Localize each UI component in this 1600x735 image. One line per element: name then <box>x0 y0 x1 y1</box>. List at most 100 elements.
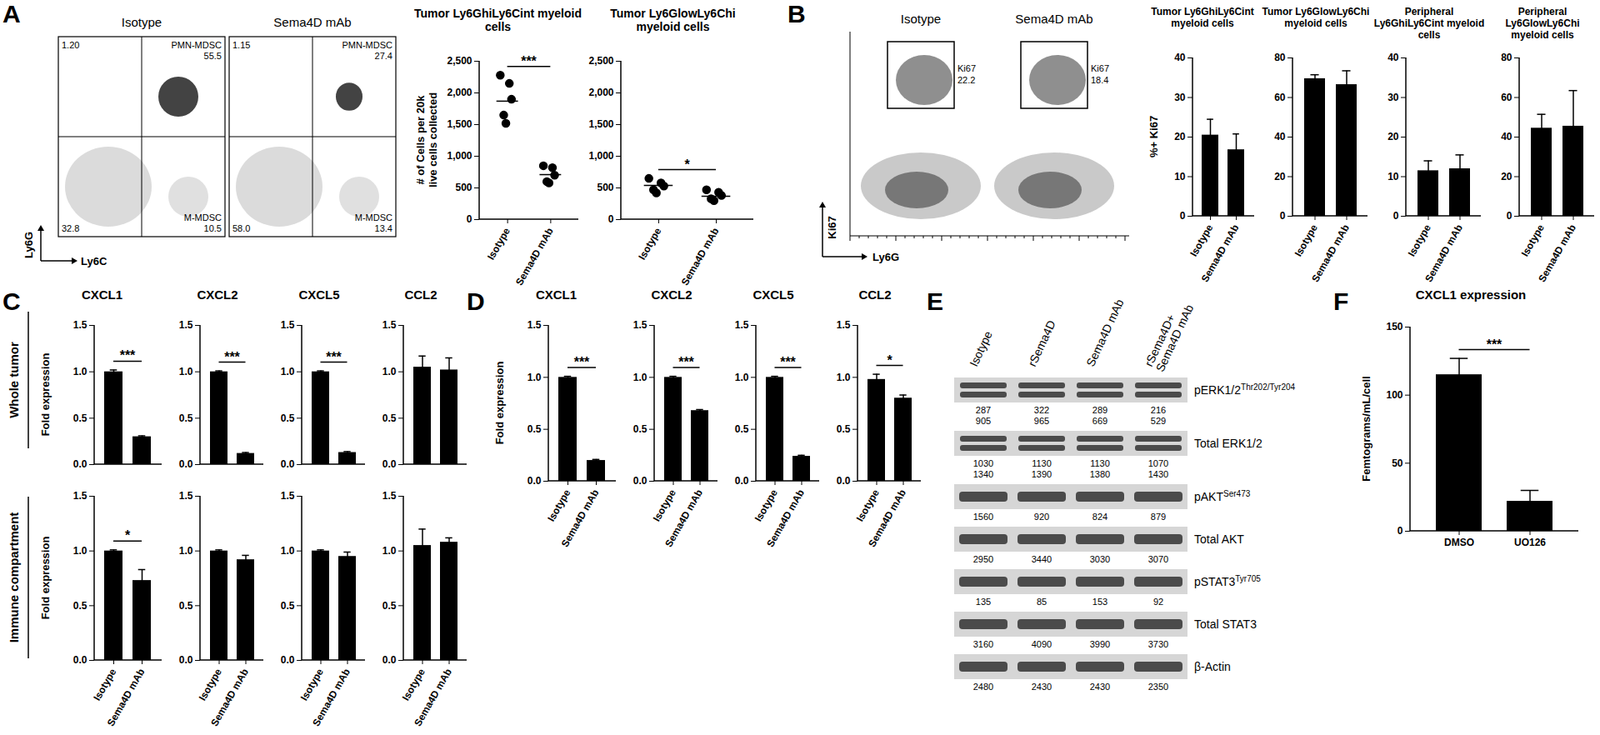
svg-text:1.0: 1.0 <box>735 371 750 384</box>
svg-text:Isotype: Isotype <box>854 487 882 525</box>
svg-text:Isotype: Isotype <box>196 666 225 704</box>
svg-text:1.5: 1.5 <box>179 490 194 502</box>
svg-text:1.15: 1.15 <box>232 40 250 50</box>
svg-text:289: 289 <box>1092 405 1108 415</box>
svg-text:Sema4D mAb: Sema4D mAb <box>513 225 556 288</box>
svg-text:1,500: 1,500 <box>588 118 614 130</box>
svg-text:Total AKT: Total AKT <box>1194 532 1245 546</box>
svg-text:216: 216 <box>1150 405 1166 415</box>
svg-text:Sema4D mAb: Sema4D mAb <box>1422 222 1465 285</box>
svg-text:pERK1/2Thr202/Tyr204: pERK1/2Thr202/Tyr204 <box>1194 382 1296 398</box>
svg-text:Femtograms/mL/cell: Femtograms/mL/cell <box>1360 375 1373 481</box>
svg-text:Isotype: Isotype <box>1519 222 1547 260</box>
svg-text:10: 10 <box>1174 170 1186 183</box>
svg-text:0.0: 0.0 <box>527 475 542 487</box>
svg-text:0: 0 <box>1506 210 1513 222</box>
svg-text:pAKTSer473: pAKTSer473 <box>1194 489 1251 505</box>
svg-text:1070: 1070 <box>1148 458 1169 469</box>
svg-text:# of Cells per 20k: # of Cells per 20k <box>414 95 427 185</box>
svg-text:10.5: 10.5 <box>204 223 222 234</box>
svg-text:1.20: 1.20 <box>61 40 80 50</box>
svg-text:287: 287 <box>975 405 991 415</box>
svg-text:1.0: 1.0 <box>179 545 194 557</box>
svg-text:0.0: 0.0 <box>73 458 88 470</box>
svg-text:1.0: 1.0 <box>280 545 295 557</box>
svg-text:529: 529 <box>1150 415 1166 426</box>
svg-text:PMN-MDSC: PMN-MDSC <box>342 40 394 50</box>
svg-text:***: *** <box>678 355 695 370</box>
svg-text:1.0: 1.0 <box>280 365 295 378</box>
svg-text:pSTAT3Tyr705: pSTAT3Tyr705 <box>1194 574 1261 590</box>
svg-text:Isotype: Isotype <box>966 328 995 369</box>
svg-text:rSema4D: rSema4D <box>1025 318 1058 369</box>
svg-text:30: 30 <box>1174 91 1186 104</box>
svg-text:1340: 1340 <box>973 469 994 480</box>
svg-text:0.5: 0.5 <box>735 423 750 435</box>
svg-text:Sema4D mAb: Sema4D mAb <box>1535 222 1579 285</box>
svg-text:Isotype: Isotype <box>1405 222 1434 260</box>
svg-text:Isotype: Isotype <box>545 487 573 525</box>
svg-text:0.5: 0.5 <box>73 412 88 425</box>
svg-text:1030: 1030 <box>973 458 994 469</box>
svg-text:rSema4D+Sema4D mAb: rSema4D+Sema4D mAb <box>1141 296 1196 374</box>
svg-text:40: 40 <box>1274 130 1286 143</box>
svg-text:2,000: 2,000 <box>588 86 614 99</box>
svg-text:0.0: 0.0 <box>633 475 648 487</box>
svg-text:55.5: 55.5 <box>204 50 222 61</box>
svg-text:500: 500 <box>596 181 614 194</box>
svg-text:Isotype: Isotype <box>650 487 679 525</box>
svg-text:500: 500 <box>455 181 472 194</box>
svg-text:1,000: 1,000 <box>446 150 472 162</box>
svg-text:1.0: 1.0 <box>382 545 397 557</box>
svg-text:3160: 3160 <box>973 639 994 650</box>
svg-text:***: *** <box>325 350 342 365</box>
svg-text:322: 322 <box>1034 405 1050 415</box>
svg-text:Isotype: Isotype <box>90 666 119 704</box>
svg-text:13.4: 13.4 <box>375 223 393 234</box>
svg-text:1,500: 1,500 <box>446 118 472 130</box>
svg-text:920: 920 <box>1034 511 1050 522</box>
svg-text:Whole tumor: Whole tumor <box>6 341 21 419</box>
svg-text:60: 60 <box>1274 91 1286 104</box>
svg-text:Fold expression: Fold expression <box>39 353 52 437</box>
svg-text:0: 0 <box>466 213 473 225</box>
svg-text:3990: 3990 <box>1090 639 1110 650</box>
svg-text:Total ERK1/2: Total ERK1/2 <box>1194 436 1263 450</box>
svg-text:Isotype: Isotype <box>400 666 428 704</box>
svg-text:0.0: 0.0 <box>73 654 88 666</box>
svg-text:22.2: 22.2 <box>957 75 975 85</box>
svg-text:1.5: 1.5 <box>527 319 542 331</box>
svg-text:Sema4D mAb: Sema4D mAb <box>1309 222 1352 285</box>
svg-text:1390: 1390 <box>1031 469 1052 480</box>
svg-text:Isotype: Isotype <box>298 666 326 704</box>
svg-text:58.0: 58.0 <box>232 223 250 234</box>
svg-text:1.5: 1.5 <box>735 319 750 331</box>
svg-text:1130: 1130 <box>1090 458 1110 469</box>
svg-text:4090: 4090 <box>1031 639 1052 650</box>
svg-text:18.4: 18.4 <box>1090 75 1109 85</box>
svg-text:2,500: 2,500 <box>446 55 472 67</box>
svg-text:1.0: 1.0 <box>73 545 88 557</box>
svg-text:905: 905 <box>975 415 991 426</box>
svg-text:2480: 2480 <box>973 681 994 692</box>
svg-text:80: 80 <box>1500 51 1513 64</box>
svg-text:0.0: 0.0 <box>382 458 397 470</box>
svg-text:UO126: UO126 <box>1514 536 1546 549</box>
svg-text:0: 0 <box>608 213 615 225</box>
svg-text:0: 0 <box>1180 210 1186 222</box>
svg-text:Fold expression: Fold expression <box>39 536 52 620</box>
svg-text:3070: 3070 <box>1148 554 1169 565</box>
svg-text:40: 40 <box>1387 51 1400 64</box>
svg-text:3730: 3730 <box>1148 639 1169 650</box>
svg-text:1430: 1430 <box>1148 469 1169 480</box>
svg-text:2350: 2350 <box>1148 681 1169 692</box>
svg-text:Sema4D mAb: Sema4D mAb <box>208 666 251 729</box>
svg-text:Isotype: Isotype <box>121 15 162 30</box>
svg-text:β-Actin: β-Actin <box>1194 660 1231 674</box>
svg-text:Ki67: Ki67 <box>825 215 839 239</box>
svg-text:1.5: 1.5 <box>633 319 648 331</box>
svg-text:0.5: 0.5 <box>382 600 397 612</box>
svg-text:1.5: 1.5 <box>179 319 194 331</box>
svg-text:0.5: 0.5 <box>179 412 194 425</box>
svg-text:1,000: 1,000 <box>588 150 614 162</box>
